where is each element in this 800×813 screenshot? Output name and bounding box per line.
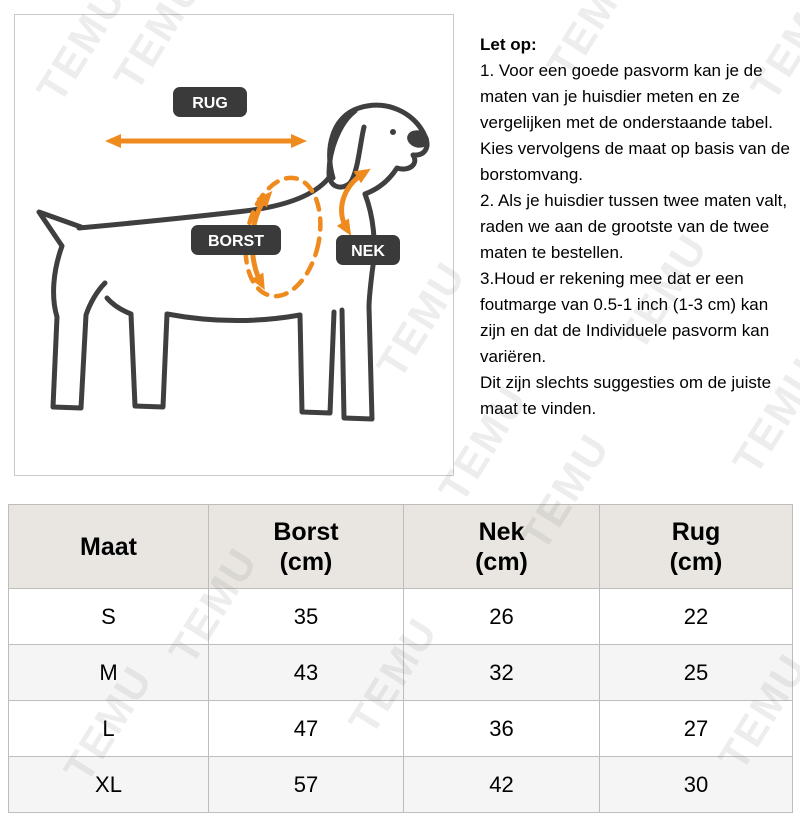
- borst-label-bg: [191, 225, 281, 255]
- cell-rug: 27: [599, 700, 793, 757]
- borst-label: BORST: [208, 233, 264, 250]
- cell-maat: S: [8, 588, 209, 645]
- cell-rug: 22: [599, 588, 793, 645]
- table-row-s: S 35 26 22: [8, 588, 793, 645]
- note-line-4: Dit zijn slechts suggesties om de juiste…: [480, 373, 772, 418]
- cell-borst: 57: [208, 756, 404, 813]
- note-line-3: 3.Houd er rekening mee dat er een foutma…: [480, 269, 770, 366]
- top-section: RUG BORST NEK Let op: 1. Voor een goede …: [14, 14, 790, 490]
- dog-outline: [36, 102, 430, 422]
- cell-nek: 42: [403, 756, 600, 813]
- rug-label: RUG: [192, 95, 228, 112]
- dog-nose: [407, 130, 429, 148]
- cell-nek: 32: [403, 644, 600, 701]
- note-line-2: 2. Als je huisdier tussen twee maten val…: [480, 191, 788, 262]
- cell-borst: 35: [208, 588, 404, 645]
- table-row-xl: XL 57 42 30: [8, 756, 793, 813]
- cell-maat: M: [8, 644, 209, 701]
- cell-borst: 43: [208, 644, 404, 701]
- cell-rug: 30: [599, 756, 793, 813]
- size-table: Maat Borst (cm) Nek (cm) Rug (cm) S 35 2…: [8, 504, 793, 813]
- table-row-l: L 47 36 27: [8, 700, 793, 757]
- nek-label: NEK: [351, 243, 385, 260]
- diagram-labels: RUG BORST NEK: [173, 87, 400, 265]
- cell-rug: 25: [599, 644, 793, 701]
- cell-nek: 26: [403, 588, 600, 645]
- table-header-row: Maat Borst (cm) Nek (cm) Rug (cm): [8, 504, 793, 589]
- rug-label-bg: [173, 87, 247, 117]
- header-maat: Maat: [8, 504, 209, 589]
- cell-nek: 36: [403, 700, 600, 757]
- dog-measurement-diagram: RUG BORST NEK: [14, 14, 454, 476]
- nek-label-bg: [336, 235, 400, 265]
- dog-ear: [326, 108, 367, 190]
- header-nek: Nek (cm): [403, 504, 600, 589]
- header-rug: Rug (cm): [599, 504, 793, 589]
- cell-maat: L: [8, 700, 209, 757]
- notes-title: Let op:: [480, 35, 537, 54]
- sizing-notes: Let op: 1. Voor een goede pasvorm kan je…: [480, 14, 790, 490]
- dog-eye: [390, 129, 396, 135]
- size-table-header: Maat Borst (cm) Nek (cm) Rug (cm): [8, 504, 793, 589]
- header-borst: Borst (cm): [208, 504, 404, 589]
- dog-diagram-svg: RUG BORST NEK: [36, 87, 430, 422]
- dog-tail: [36, 209, 108, 411]
- cell-maat: XL: [8, 756, 209, 813]
- table-row-m: M 43 32 25: [8, 644, 793, 701]
- cell-borst: 47: [208, 700, 404, 757]
- neck-arrow: [336, 168, 371, 236]
- note-line-1: 1. Voor een goede pasvorm kan je de mate…: [480, 61, 790, 184]
